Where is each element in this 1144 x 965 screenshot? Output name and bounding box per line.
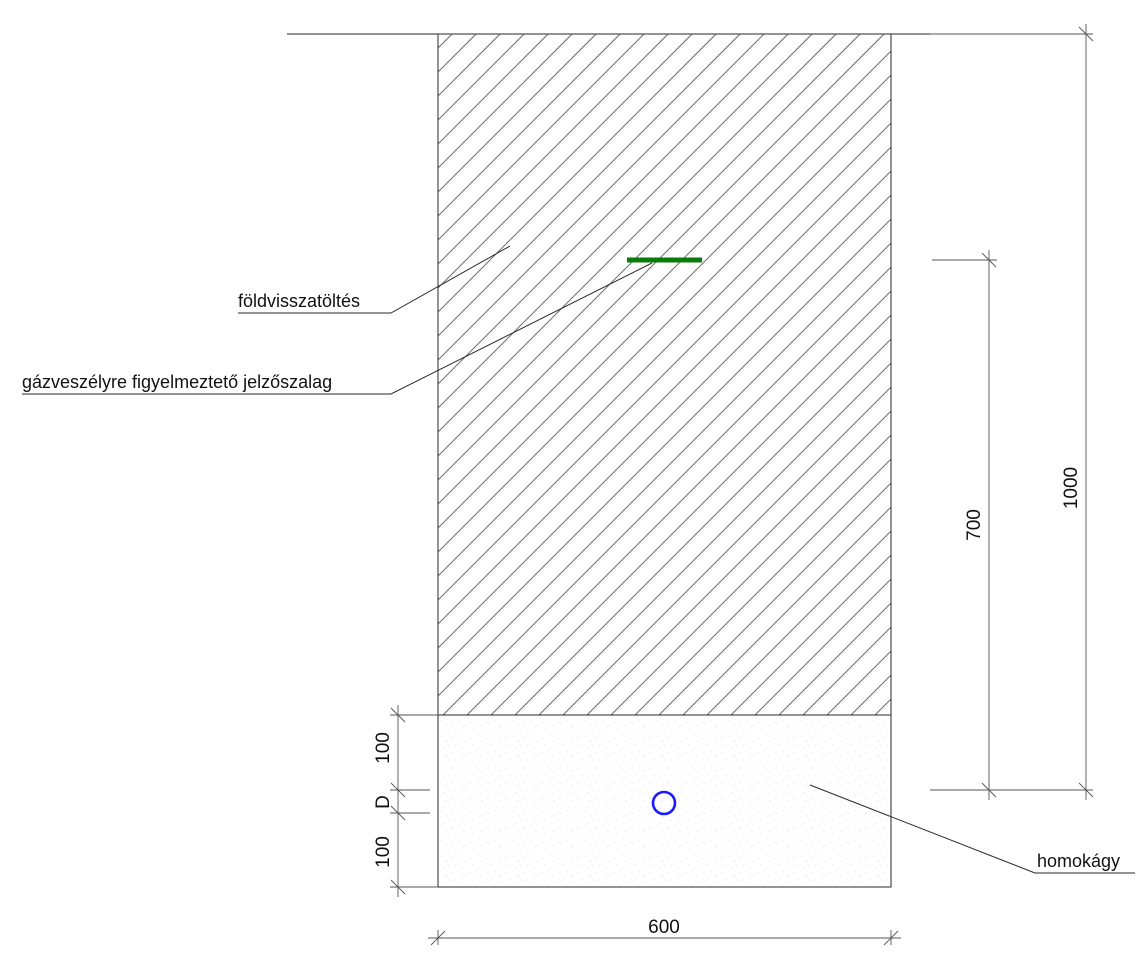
dimension-pipe-diameter-value: D <box>373 795 394 809</box>
dimension-tape-depth-value: 700 <box>964 509 985 541</box>
sand-bed-label: homokágy <box>1037 851 1120 871</box>
dimension-trench-width-value: 600 <box>648 917 680 938</box>
sand-bed-callout: homokágy <box>809 784 1135 874</box>
backfill-callout: földvisszatöltés <box>238 245 511 314</box>
gas-pipe <box>651 790 677 816</box>
dimension-total-depth: 1000 <box>930 24 1094 800</box>
dimension-tape-depth: 700 <box>932 250 997 800</box>
dimension-sand-bed-chain: 100 D 100 <box>373 705 438 897</box>
warning-tape-callout: gázveszélyre figyelmeztető jelzőszalag <box>22 262 653 395</box>
backfill-label: földvisszatöltés <box>238 291 360 311</box>
backfill-zone <box>437 33 892 716</box>
warning-tape-label: gázveszélyre figyelmeztető jelzőszalag <box>22 372 332 392</box>
dimension-total-depth-value: 1000 <box>1061 467 1082 509</box>
dimension-trench-width: 600 <box>428 917 901 946</box>
dimension-bed-below-pipe-value: 100 <box>373 836 394 868</box>
dimension-bed-above-pipe-value: 100 <box>373 732 394 764</box>
sand-bed-zone <box>437 714 892 888</box>
